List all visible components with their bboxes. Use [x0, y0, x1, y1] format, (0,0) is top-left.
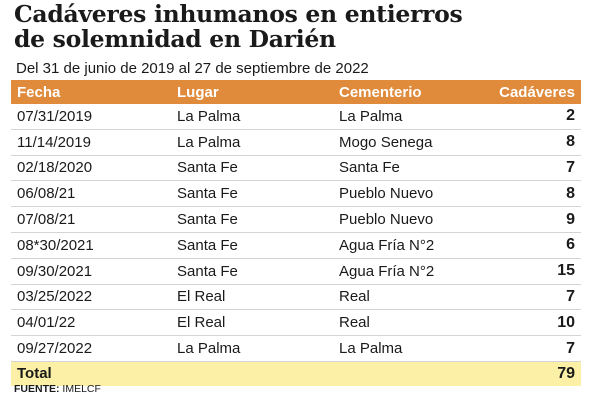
source-label: FUENTE:	[14, 383, 60, 395]
cell-cadaveres: 7	[478, 284, 581, 311]
cell-cementerio: Santa Fe	[333, 155, 478, 182]
cell-fecha: 11/14/2019	[11, 129, 171, 156]
total-value: 79	[478, 361, 581, 386]
cell-lugar: Santa Fe	[171, 258, 333, 285]
cell-fecha: 08*30/2021	[11, 232, 171, 259]
source-note: FUENTE: IMELCF	[14, 383, 101, 395]
source-value: IMELCF	[62, 383, 101, 395]
total-row: Total 79	[11, 361, 581, 386]
cell-fecha: 03/25/2022	[11, 284, 171, 311]
table-row: 07/08/21 Santa Fe Pueblo Nuevo 9	[11, 206, 581, 233]
cell-lugar: Santa Fe	[171, 232, 333, 259]
table-row: 06/08/21 Santa Fe Pueblo Nuevo 8	[11, 180, 581, 208]
cell-fecha: 06/08/21	[11, 180, 171, 208]
cell-fecha: 04/01/22	[11, 309, 171, 337]
header-lugar: Lugar	[171, 80, 333, 104]
cell-lugar: Santa Fe	[171, 155, 333, 182]
cell-cadaveres: 6	[478, 232, 581, 259]
cell-cementerio: Real	[333, 309, 478, 337]
table-row: 09/27/2022 La Palma La Palma 7	[11, 335, 581, 362]
cell-cadaveres: 8	[478, 180, 581, 208]
table-row: 08*30/2021 Santa Fe Agua Fría N°2 6	[11, 232, 581, 259]
cell-lugar: Santa Fe	[171, 180, 333, 208]
title-line-1: Cadáveres inhumanos en entierros	[14, 0, 463, 28]
cell-cementerio: La Palma	[333, 104, 478, 130]
table-row: 04/01/22 El Real Real 10	[11, 309, 581, 337]
cell-fecha: 09/27/2022	[11, 335, 171, 362]
total-empty	[171, 361, 333, 386]
table-row: 03/25/2022 El Real Real 7	[11, 284, 581, 311]
cell-lugar: El Real	[171, 309, 333, 337]
cell-lugar: La Palma	[171, 335, 333, 362]
total-label: Total	[11, 361, 171, 386]
cell-cadaveres: 8	[478, 129, 581, 156]
subtitle: Del 31 de junio de 2019 al 27 de septiem…	[16, 60, 369, 77]
header-row: Fecha Lugar Cementerio Cadáveres	[11, 80, 581, 104]
cell-fecha: 09/30/2021	[11, 258, 171, 285]
cell-cementerio: Pueblo Nuevo	[333, 206, 478, 233]
table-row: 07/31/2019 La Palma La Palma 2	[11, 104, 581, 130]
cell-lugar: El Real	[171, 284, 333, 311]
cell-cementerio: Agua Fría N°2	[333, 258, 478, 285]
cell-cadaveres: 2	[478, 104, 581, 130]
table-row: 02/18/2020 Santa Fe Santa Fe 7	[11, 155, 581, 182]
cell-cementerio: Agua Fría N°2	[333, 232, 478, 259]
cell-cementerio: Real	[333, 284, 478, 311]
total-empty	[333, 361, 478, 386]
cell-cadaveres: 10	[478, 309, 581, 337]
table-row: 11/14/2019 La Palma Mogo Senega 8	[11, 129, 581, 156]
cell-fecha: 02/18/2020	[11, 155, 171, 182]
header-cementerio: Cementerio	[333, 80, 478, 104]
cell-cadaveres: 7	[478, 155, 581, 182]
cell-lugar: Santa Fe	[171, 206, 333, 233]
header-fecha: Fecha	[11, 80, 171, 104]
cell-fecha: 07/31/2019	[11, 104, 171, 130]
cell-lugar: La Palma	[171, 104, 333, 130]
cell-cementerio: Pueblo Nuevo	[333, 180, 478, 208]
cell-cadaveres: 7	[478, 335, 581, 362]
cell-cementerio: La Palma	[333, 335, 478, 362]
data-table: Fecha Lugar Cementerio Cadáveres 07/31/2…	[11, 80, 581, 386]
cell-lugar: La Palma	[171, 129, 333, 156]
header-cadaveres: Cadáveres	[478, 80, 581, 104]
cell-fecha: 07/08/21	[11, 206, 171, 233]
page-title: Cadáveres inhumanos en entierros de sole…	[14, 2, 584, 52]
cell-cementerio: Mogo Senega	[333, 129, 478, 156]
title-line-2: de solemnidad en Darién	[14, 25, 336, 53]
cell-cadaveres: 15	[478, 258, 581, 285]
cell-cadaveres: 9	[478, 206, 581, 233]
table-row: 09/30/2021 Santa Fe Agua Fría N°2 15	[11, 258, 581, 285]
